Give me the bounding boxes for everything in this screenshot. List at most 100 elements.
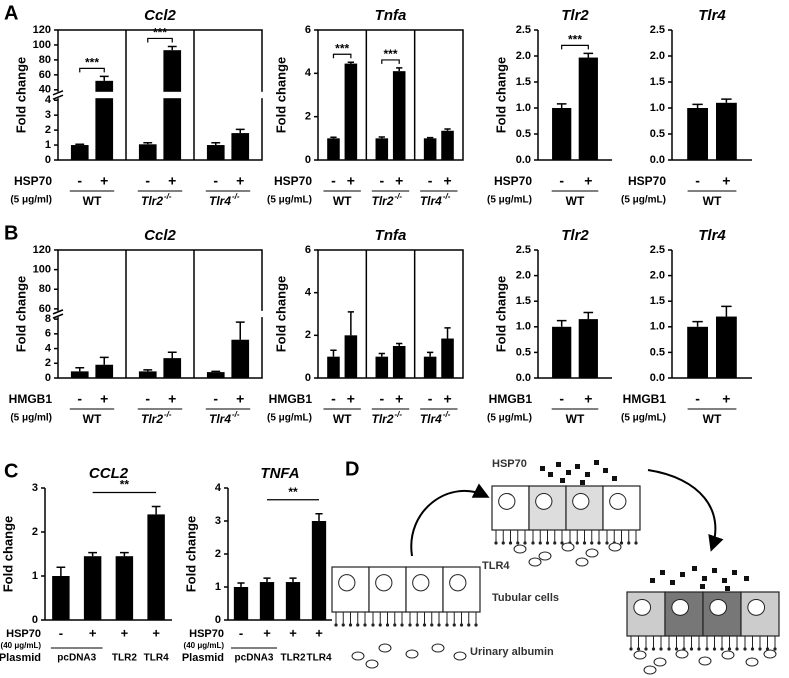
albumin xyxy=(698,656,712,666)
cells-label: Tubular cells xyxy=(492,592,559,604)
ligand xyxy=(585,472,590,477)
receptor xyxy=(750,647,755,651)
group-label-superscript: -/- xyxy=(232,192,240,201)
receptor xyxy=(705,647,709,651)
significance-bracket xyxy=(147,37,173,43)
treatment-sign: + xyxy=(347,391,355,407)
treatment-sign: - xyxy=(145,173,150,189)
error-bar xyxy=(330,136,337,139)
y-tick-label: 1 xyxy=(32,570,38,582)
ligand xyxy=(612,476,617,481)
y-tick-label: 3 xyxy=(32,482,38,494)
group-label: WT xyxy=(333,194,352,208)
bar xyxy=(375,138,389,160)
treatment-label: HSP70 xyxy=(628,174,666,188)
nucleus xyxy=(709,598,728,616)
receptor xyxy=(674,647,679,651)
treatment-sign: - xyxy=(145,391,150,407)
y-tick-label: 1.0 xyxy=(650,102,665,114)
bar xyxy=(716,316,737,378)
ligand xyxy=(566,470,571,475)
y-tick-label: 3 xyxy=(215,515,221,527)
receptor xyxy=(474,623,478,627)
y-tick-label: 1 xyxy=(215,581,221,593)
nucleus xyxy=(671,598,690,616)
y-tick-label: 4 xyxy=(305,67,312,79)
treatment-sign: + xyxy=(584,173,592,189)
receptor xyxy=(560,541,564,545)
dose-label: (5 μg/ml) xyxy=(10,195,52,206)
error-bar xyxy=(426,136,434,139)
treatment-sign: - xyxy=(77,391,82,407)
albumin xyxy=(453,651,467,661)
nucleus xyxy=(412,574,430,592)
albumin-label: Urinary albumin xyxy=(470,646,554,658)
y-tick-label: 100 xyxy=(33,39,51,51)
receptor xyxy=(575,541,579,545)
treatment-sign: + xyxy=(722,391,730,407)
receptor xyxy=(758,647,762,651)
error-bar xyxy=(396,342,403,346)
treatment-label: HMGB1 xyxy=(9,392,53,406)
error-bar xyxy=(692,320,703,327)
receptor xyxy=(494,541,498,545)
treatment-label: HSP70 xyxy=(274,174,312,188)
treatment-sign: + xyxy=(152,625,160,640)
bar xyxy=(147,514,165,620)
axis-break-gap xyxy=(55,91,61,99)
y-tick-label: 0 xyxy=(32,614,38,626)
receptor xyxy=(523,541,527,545)
axis-break-gap xyxy=(94,91,115,99)
treatment-label: HSP70 xyxy=(189,628,224,640)
y-tick-label: 60 xyxy=(39,303,51,315)
treatment-sign: + xyxy=(443,173,451,189)
group-label: WT xyxy=(333,412,352,426)
y-tick-label: 1.0 xyxy=(516,321,531,333)
receptor xyxy=(629,647,633,651)
treatment-sign: + xyxy=(347,173,355,189)
error-bar xyxy=(378,352,385,357)
bar xyxy=(578,57,598,161)
error-bar xyxy=(211,142,221,146)
treatment-sign: - xyxy=(379,391,384,407)
receptor xyxy=(582,541,587,545)
y-tick-label: 2.5 xyxy=(650,244,665,256)
panel-letter: B xyxy=(4,222,18,244)
receptor xyxy=(437,623,441,627)
y-tick-label: 0 xyxy=(45,154,51,166)
y-tick-label: 2 xyxy=(305,329,311,341)
axis-break-gap xyxy=(162,91,183,99)
ligand xyxy=(725,586,730,591)
axis-break xyxy=(52,90,64,96)
treatment-sign: + xyxy=(584,391,592,407)
y-tick-label: 4 xyxy=(215,482,222,494)
bar xyxy=(423,138,437,160)
treatment-sign: + xyxy=(168,391,176,407)
dose-label: (5 μg/ml) xyxy=(10,413,52,424)
receptor xyxy=(605,541,609,545)
significance-bracket xyxy=(79,67,105,73)
bar xyxy=(231,339,250,378)
chart-title: TNFA xyxy=(260,465,299,482)
nucleus xyxy=(747,598,766,616)
treatment-sign: - xyxy=(695,173,700,189)
receptor xyxy=(659,647,663,651)
group-label-superscript: -/- xyxy=(443,410,451,419)
receptor xyxy=(712,647,717,651)
group-label: Tlr4 xyxy=(420,194,442,208)
arrow xyxy=(410,483,490,557)
treatment-sign: - xyxy=(331,173,336,189)
receptor xyxy=(619,541,624,545)
y-tick-label: 1.5 xyxy=(650,76,665,88)
y-tick-label: 4 xyxy=(305,287,312,299)
receptor xyxy=(459,623,464,627)
bar xyxy=(70,145,89,160)
y-tick-label: 120 xyxy=(33,24,51,36)
albumin xyxy=(675,649,689,659)
group-label: WT xyxy=(566,194,585,208)
plasmid-label: Plasmid xyxy=(0,652,41,664)
dose-label: (5 μg/mL) xyxy=(621,195,666,206)
ligand xyxy=(680,572,685,577)
receptor xyxy=(634,541,638,545)
bar xyxy=(687,326,708,378)
